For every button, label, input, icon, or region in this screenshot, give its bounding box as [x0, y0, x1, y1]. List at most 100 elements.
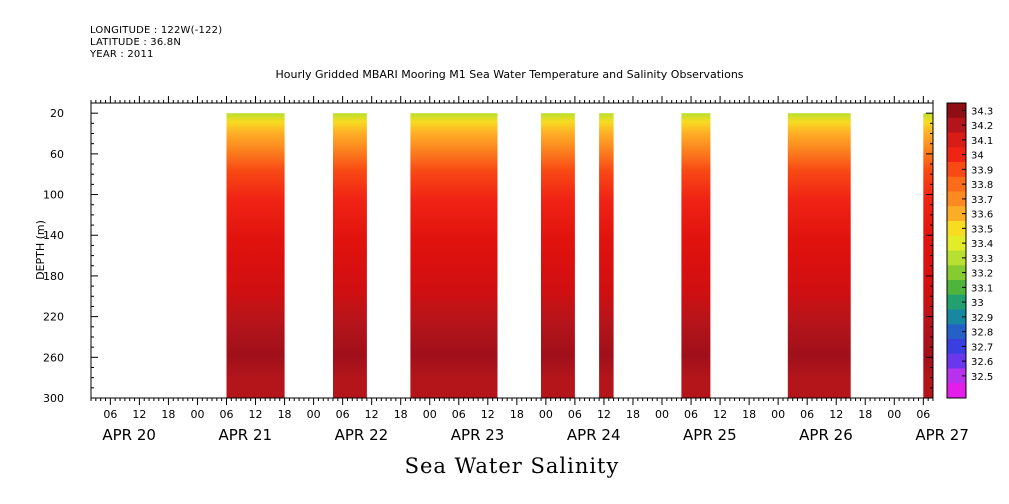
colorbar-label: 32.7 [971, 342, 993, 353]
x-hour-label: 12 [829, 408, 843, 421]
x-hour-label: 00 [887, 408, 901, 421]
x-hour-label: 06 [568, 408, 582, 421]
x-hour-label: 00 [423, 408, 437, 421]
colorbar-swatch [947, 221, 966, 237]
colorbar-swatch [947, 206, 966, 222]
colorbar-label: 33.4 [971, 239, 993, 250]
colorbar-label: 33.7 [971, 195, 993, 206]
colorbar-swatch [947, 353, 966, 369]
colorbar-label: 33.6 [971, 210, 993, 221]
x-hour-label: 06 [219, 408, 233, 421]
salinity-data-block [226, 113, 285, 398]
colorbar-label: 33.1 [971, 283, 993, 294]
colorbar-label: 34.3 [971, 106, 993, 117]
y-tick-label: 300 [43, 392, 64, 405]
colorbar-swatch [947, 191, 966, 207]
salinity-data-block [410, 113, 498, 398]
salinity-data-block [681, 113, 711, 398]
x-date-label: APR 23 [451, 426, 505, 444]
x-hour-label: 18 [394, 408, 408, 421]
variable-label: Sea Water Salinity [404, 454, 620, 478]
x-hour-label: 00 [771, 408, 785, 421]
colorbar-swatch [947, 176, 966, 192]
year-label: YEAR : 2011 [90, 49, 154, 60]
x-hour-label: 12 [365, 408, 379, 421]
colorbar-label: 32.9 [971, 313, 993, 324]
x-date-label: APR 21 [218, 426, 272, 444]
colorbar-swatch [947, 147, 966, 163]
x-hour-label: 12 [597, 408, 611, 421]
colorbar-swatch [947, 250, 966, 266]
x-hour-label: 12 [249, 408, 263, 421]
y-axis-label: DEPTH (m) [34, 220, 47, 280]
y-tick-label: 220 [43, 311, 64, 324]
x-hour-label: 12 [713, 408, 727, 421]
y-tick-label: 260 [43, 351, 64, 364]
x-hour-label: 00 [655, 408, 669, 421]
colorbar-swatch [947, 368, 966, 384]
salinity-data-block [923, 113, 933, 398]
x-date-label: APR 25 [683, 426, 737, 444]
x-hour-label: 18 [858, 408, 872, 421]
colorbar-label: 34.1 [971, 136, 993, 147]
x-hour-label: 06 [684, 408, 698, 421]
colorbar-label: 33.5 [971, 224, 993, 235]
colorbar-swatch [947, 324, 966, 340]
colorbar-swatch [947, 309, 966, 325]
y-tick-label: 20 [50, 107, 64, 120]
x-date-label: APR 26 [799, 426, 853, 444]
colorbar-swatch [947, 103, 966, 119]
colorbar-swatch [947, 339, 966, 355]
salinity-data-block [541, 113, 575, 398]
x-hour-label: 18 [626, 408, 640, 421]
x-hour-label: 06 [916, 408, 930, 421]
x-hour-label: 18 [161, 408, 175, 421]
x-hour-label: 06 [452, 408, 466, 421]
colorbar-swatch [947, 294, 966, 310]
colorbar-label: 33.8 [971, 180, 993, 191]
x-hour-label: 12 [132, 408, 146, 421]
colorbar-swatch [947, 265, 966, 281]
x-hour-label: 18 [278, 408, 292, 421]
x-hour-label: 06 [336, 408, 350, 421]
x-date-label: APR 27 [915, 426, 969, 444]
x-hour-label: 12 [481, 408, 495, 421]
salinity-data-block [787, 113, 851, 398]
longitude-label: LONGITUDE : 122W(-122) [90, 25, 223, 36]
colorbar-label: 33.3 [971, 254, 993, 265]
x-hour-label: 00 [190, 408, 204, 421]
y-tick-label: 60 [50, 148, 64, 161]
x-hour-label: 18 [510, 408, 524, 421]
colorbar-label: 33.2 [971, 269, 993, 280]
colorbar-swatch [947, 162, 966, 178]
colorbar-label: 34 [971, 151, 984, 162]
x-date-label: APR 22 [335, 426, 389, 444]
colorbar-swatch [947, 235, 966, 251]
salinity-data-block [599, 113, 614, 398]
x-hour-label: 06 [103, 408, 117, 421]
x-date-label: APR 24 [567, 426, 621, 444]
colorbar-swatch [947, 132, 966, 148]
latitude-label: LATITUDE : 36.8N [90, 37, 182, 48]
colorbar-swatch [947, 117, 966, 133]
colorbar-swatch [947, 383, 966, 399]
colorbar-label: 32.6 [971, 357, 993, 368]
colorbar-label: 32.8 [971, 328, 993, 339]
y-tick-label: 180 [43, 270, 64, 283]
chart-title: Hourly Gridded MBARI Mooring M1 Sea Wate… [275, 68, 744, 81]
x-hour-label: 00 [539, 408, 553, 421]
x-hour-label: 06 [800, 408, 814, 421]
x-date-label: APR 20 [102, 426, 156, 444]
salinity-data-block [333, 113, 367, 398]
colorbar-label: 34.2 [971, 121, 993, 132]
colorbar-label: 32.5 [971, 372, 993, 383]
y-tick-label: 100 [43, 189, 64, 202]
colorbar-frame [946, 102, 967, 399]
x-hour-label: 00 [307, 408, 321, 421]
y-tick-label: 140 [43, 229, 64, 242]
colorbar-label: 33.9 [971, 165, 993, 176]
colorbar-label: 33 [971, 298, 984, 309]
x-hour-label: 18 [742, 408, 756, 421]
colorbar-swatch [947, 280, 966, 296]
